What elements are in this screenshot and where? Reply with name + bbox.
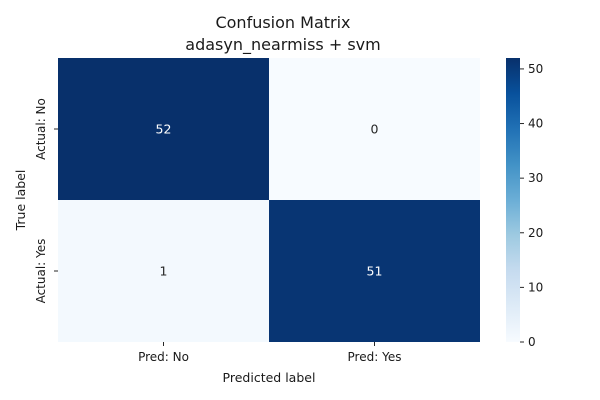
colorbar-tick-label: 40	[528, 117, 543, 131]
cell-value-label-r1-c0: 1	[160, 264, 168, 279]
y-tick-label: Actual: No	[34, 98, 48, 160]
cell-value-label-r1-c1: 51	[367, 264, 383, 279]
heatmap-cell-r1-c1	[269, 200, 480, 342]
colorbar-tick-label: 20	[528, 226, 543, 240]
heatmap-cell-r1-c0	[58, 200, 269, 342]
colorbar-tick-label: 0	[528, 335, 536, 349]
cell-value-label-r0-c1: 0	[371, 122, 379, 137]
colorbar-tick-label: 10	[528, 280, 543, 294]
heatmap-plot-area: 52 0 1 51	[58, 58, 480, 342]
x-tick-label: Pred: No	[138, 350, 189, 364]
heatmap-cell-r0-c1	[269, 58, 480, 200]
colorbar-tick-label: 50	[528, 62, 543, 76]
x-axis-ticks: Pred: No Pred: Yes	[138, 342, 401, 364]
colorbar-ticks: 0 10 20 30 40 50	[520, 62, 543, 349]
y-tick-label: Actual: Yes	[34, 239, 48, 304]
chart-title: Confusion Matrix	[215, 13, 350, 32]
colorbar	[506, 58, 520, 342]
x-axis-label: Predicted label	[223, 370, 316, 385]
y-axis-ticks: Actual: No Actual: Yes	[34, 98, 58, 303]
y-axis-label: True label	[13, 170, 28, 232]
cell-value-label-r0-c0: 52	[156, 122, 172, 137]
heatmap-cell-r0-c0	[58, 58, 269, 200]
colorbar-tick-label: 30	[528, 171, 543, 185]
chart-subtitle: adasyn_nearmiss + svm	[185, 35, 380, 55]
x-tick-label: Pred: Yes	[348, 350, 402, 364]
